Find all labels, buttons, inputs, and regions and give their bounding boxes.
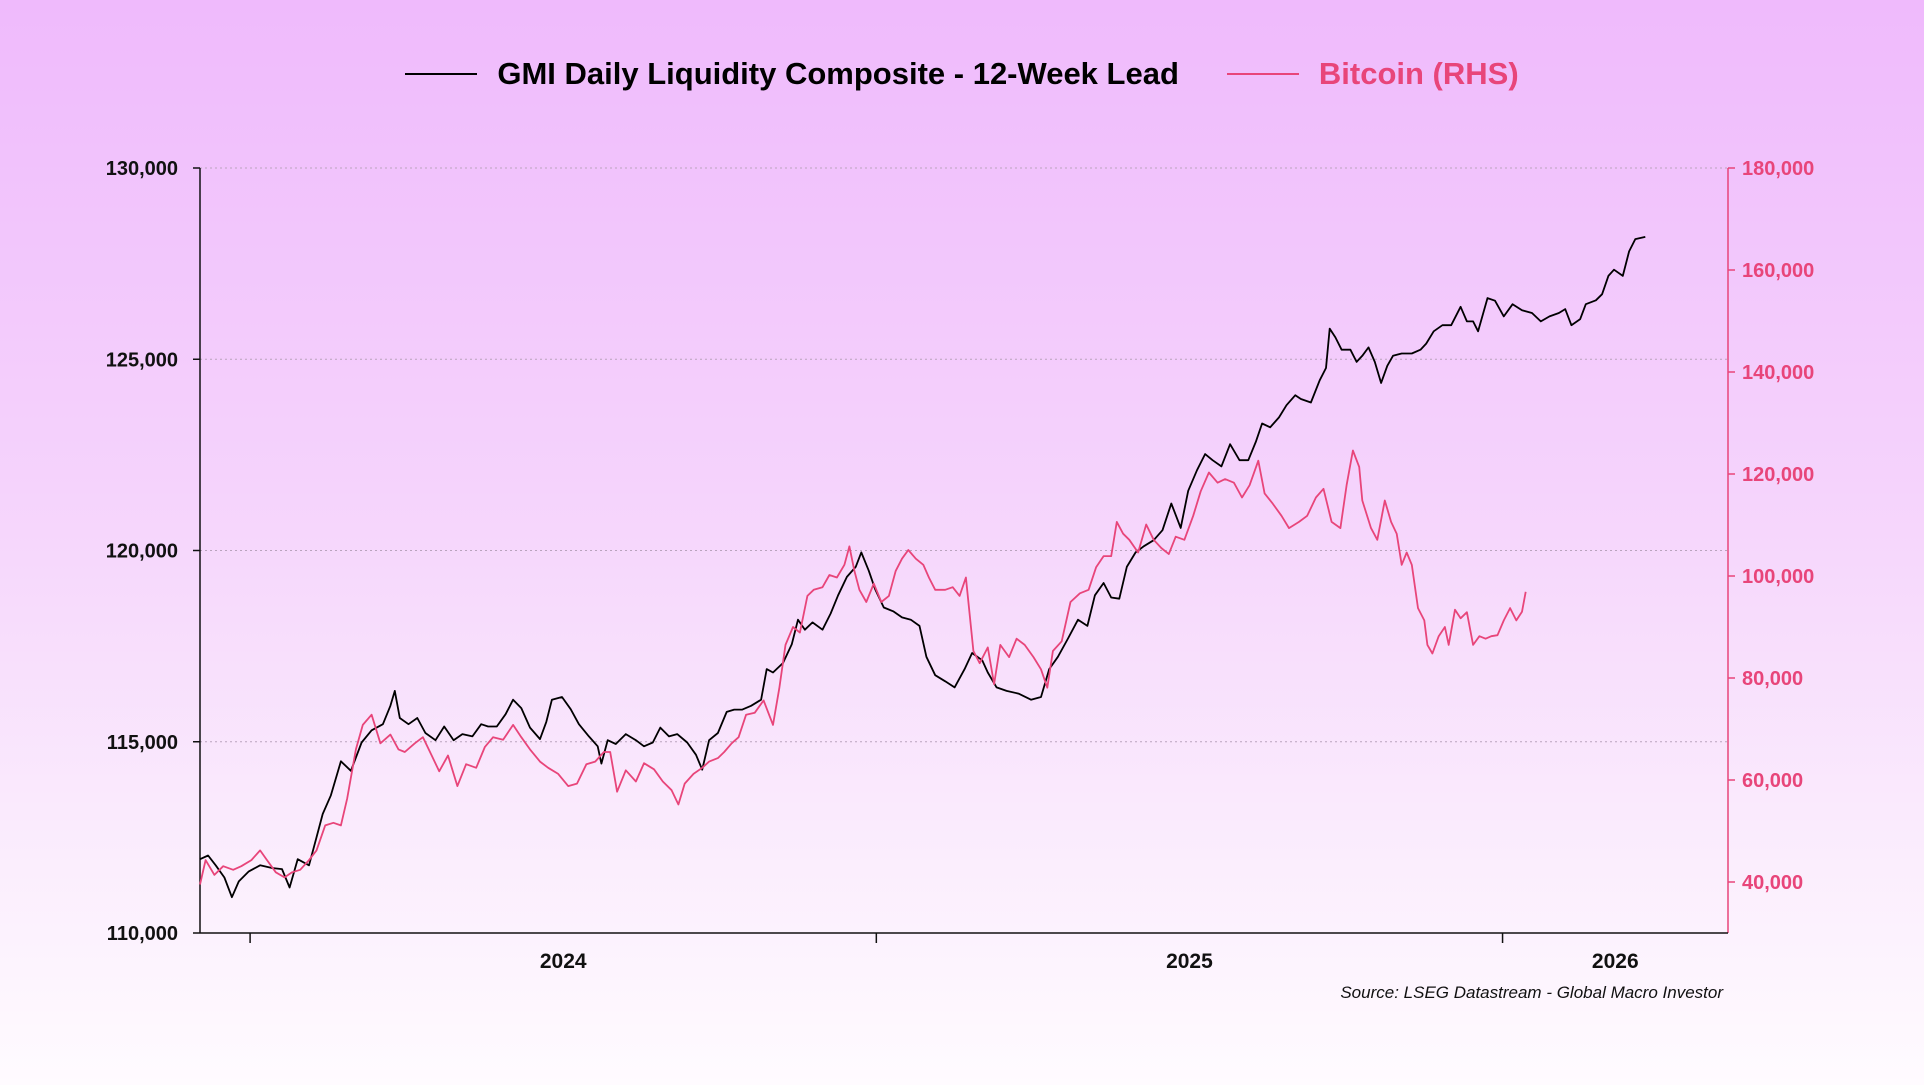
- left-tick-label: 110,000: [107, 923, 178, 945]
- right-tick-label: 160,000: [1742, 260, 1814, 282]
- left-tick-label: 125,000: [106, 349, 178, 371]
- right-tick-label: 100,000: [1742, 566, 1814, 588]
- right-tick-label: 120,000: [1742, 464, 1814, 486]
- x-tick-label: 2024: [540, 950, 587, 973]
- legend-swatch-gmi: [405, 73, 478, 75]
- series-line-btc: [199, 449, 1527, 885]
- left-tick-label: 120,000: [106, 541, 178, 563]
- legend-label-gmi: GMI Daily Liquidity Composite - 12-Week …: [497, 56, 1179, 91]
- legend-item-btc: Bitcoin (RHS): [1226, 56, 1519, 92]
- series-line-gmi: [199, 236, 1646, 899]
- chart-legend: GMI Daily Liquidity Composite - 12-Week …: [0, 56, 1924, 92]
- x-tick-label: 2026: [1592, 950, 1639, 973]
- left-tick-label: 115,000: [107, 732, 178, 754]
- x-tick-label: 2025: [1166, 950, 1213, 973]
- right-tick-label: 40,000: [1742, 872, 1803, 894]
- legend-swatch-btc: [1226, 73, 1299, 75]
- right-tick-label: 80,000: [1742, 668, 1803, 690]
- right-tick-label: 140,000: [1742, 362, 1814, 384]
- legend-label-btc: Bitcoin (RHS): [1318, 56, 1519, 91]
- left-tick-label: 130,000: [106, 158, 178, 180]
- source-note: Source: LSEG Datastream - Global Macro I…: [1340, 983, 1723, 1002]
- right-tick-label: 180,000: [1742, 158, 1814, 180]
- legend-item-gmi: GMI Daily Liquidity Composite - 12-Week …: [405, 56, 1179, 92]
- right-tick-label: 60,000: [1742, 770, 1803, 792]
